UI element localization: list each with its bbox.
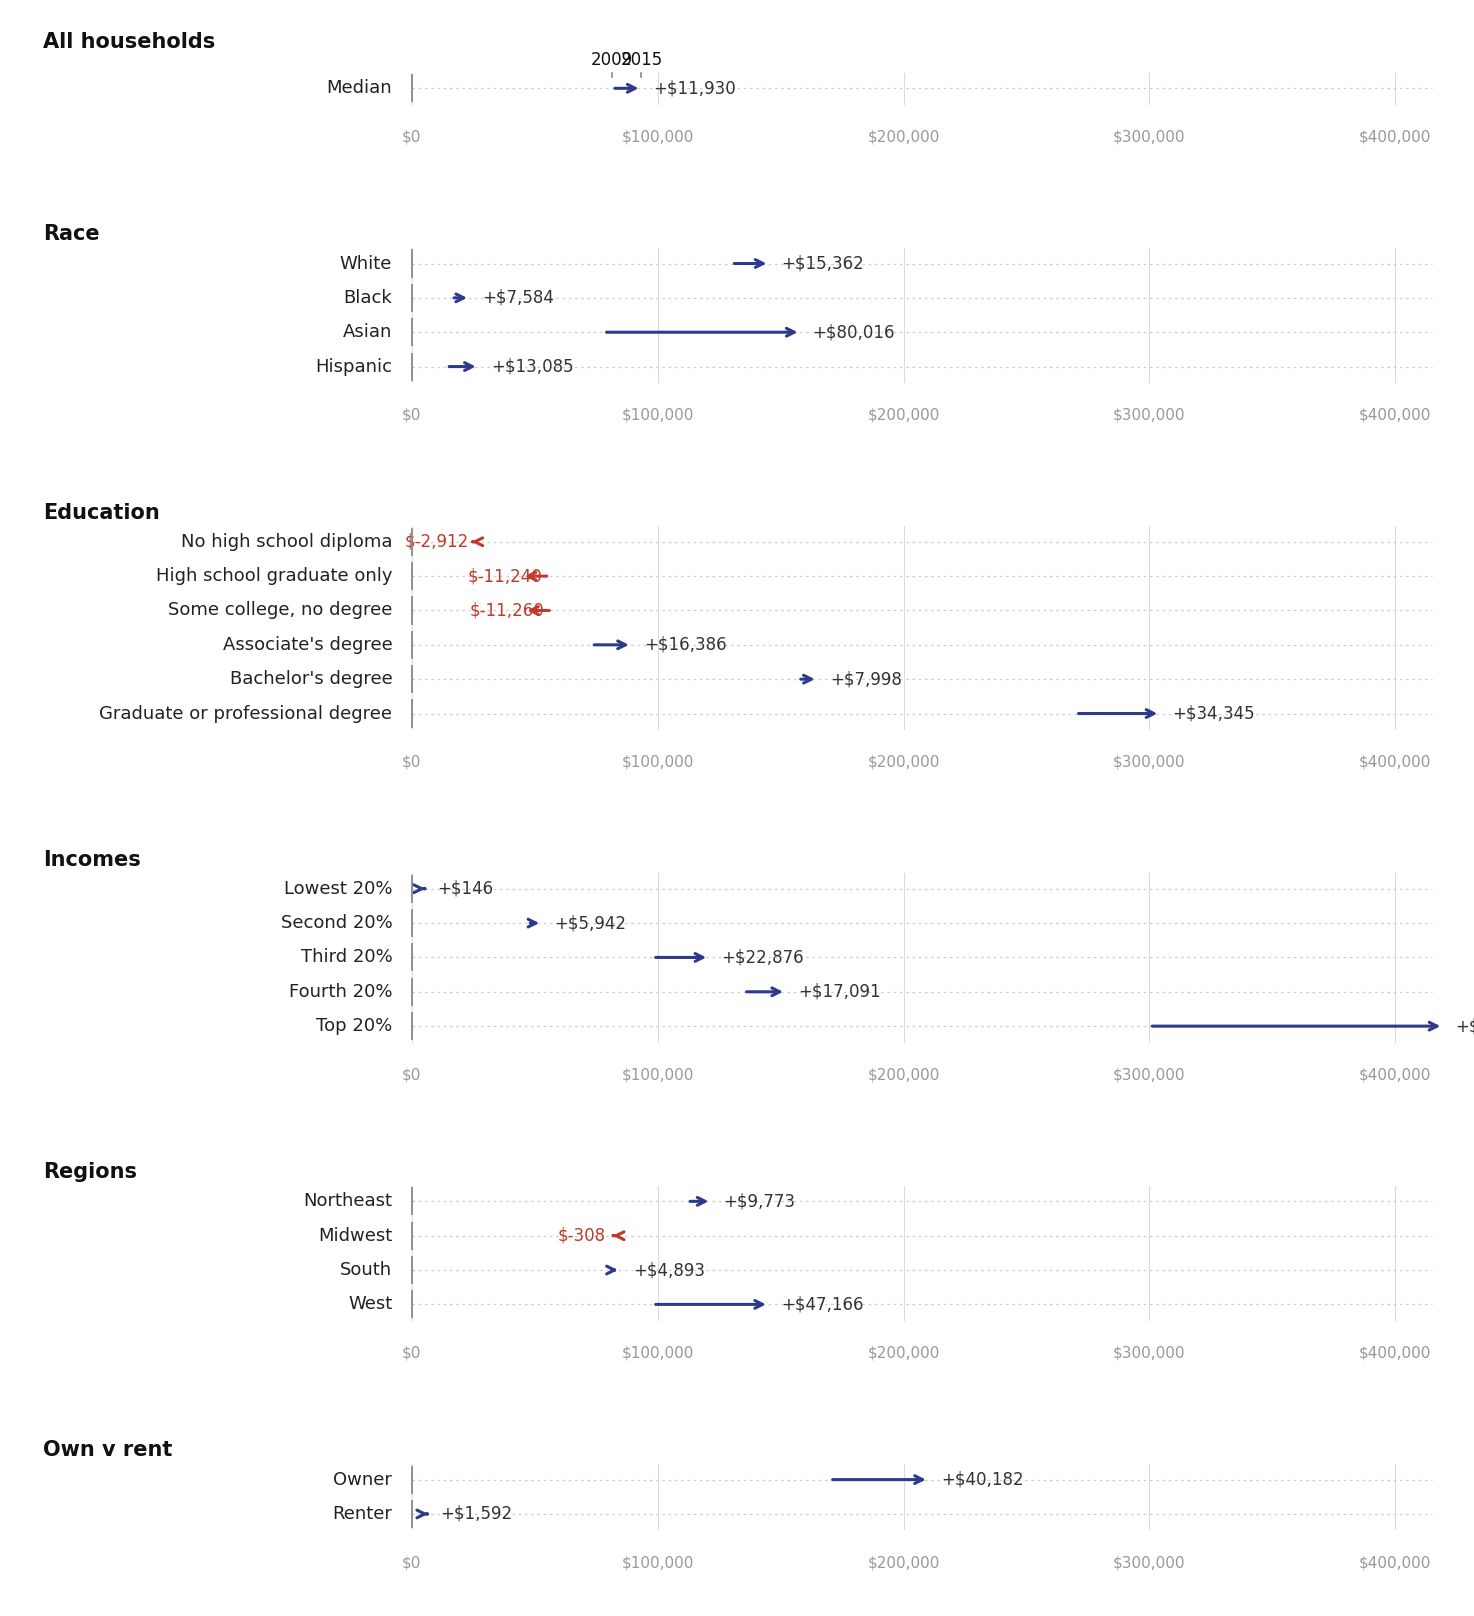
Text: $0: $0 (402, 1346, 422, 1361)
Text: $0: $0 (402, 1067, 422, 1083)
Text: Bachelor's degree: Bachelor's degree (230, 671, 392, 688)
Text: Graduate or professional degree: Graduate or professional degree (99, 705, 392, 722)
Text: $400,000: $400,000 (1359, 407, 1431, 423)
Text: $300,000: $300,000 (1113, 1346, 1185, 1361)
Text: West: West (348, 1296, 392, 1314)
Text: Regions: Regions (43, 1162, 137, 1183)
Text: $-11,240: $-11,240 (467, 567, 542, 585)
Text: $0: $0 (402, 755, 422, 769)
Text: $300,000: $300,000 (1113, 1067, 1185, 1083)
Text: South: South (340, 1260, 392, 1278)
Text: +$7,584: +$7,584 (482, 289, 554, 307)
Text: $100,000: $100,000 (622, 755, 694, 769)
Text: All households: All households (43, 32, 215, 52)
Text: +$9,773: +$9,773 (724, 1193, 796, 1210)
Text: $0: $0 (402, 1555, 422, 1571)
Text: +$13,085: +$13,085 (491, 357, 573, 375)
Text: Hispanic: Hispanic (315, 357, 392, 375)
Text: $400,000: $400,000 (1359, 755, 1431, 769)
Text: $100,000: $100,000 (622, 1067, 694, 1083)
Text: $100,000: $100,000 (622, 1346, 694, 1361)
Text: +$40,182: +$40,182 (940, 1471, 1023, 1488)
Text: +$4,893: +$4,893 (632, 1260, 705, 1278)
Text: Midwest: Midwest (318, 1227, 392, 1244)
Text: Second 20%: Second 20% (280, 915, 392, 932)
Text: Renter: Renter (332, 1504, 392, 1522)
Text: +$5,942: +$5,942 (554, 915, 626, 932)
Text: $400,000: $400,000 (1359, 129, 1431, 144)
Text: $200,000: $200,000 (867, 1067, 940, 1083)
Text: $400,000: $400,000 (1359, 1346, 1431, 1361)
Text: +$17,091: +$17,091 (797, 983, 881, 1000)
Text: Third 20%: Third 20% (301, 949, 392, 966)
Text: $200,000: $200,000 (867, 407, 940, 423)
Text: $200,000: $200,000 (867, 1555, 940, 1571)
Text: Northeast: Northeast (304, 1193, 392, 1210)
Text: Associate's degree: Associate's degree (223, 635, 392, 654)
Text: Fourth 20%: Fourth 20% (289, 983, 392, 1000)
Text: +$11,930: +$11,930 (653, 79, 737, 97)
Text: Median: Median (327, 79, 392, 97)
Text: $100,000: $100,000 (622, 1555, 694, 1571)
Text: +$119,457: +$119,457 (1455, 1016, 1474, 1036)
Text: $-11,260: $-11,260 (470, 601, 545, 619)
Text: $300,000: $300,000 (1113, 755, 1185, 769)
Text: Education: Education (43, 503, 159, 522)
Text: $100,000: $100,000 (622, 129, 694, 144)
Text: 2009: 2009 (591, 52, 634, 69)
Text: $300,000: $300,000 (1113, 1555, 1185, 1571)
Text: +$22,876: +$22,876 (721, 949, 803, 966)
Text: $200,000: $200,000 (867, 129, 940, 144)
Text: $-308: $-308 (559, 1227, 606, 1244)
Text: 2015: 2015 (621, 52, 662, 69)
Text: $0: $0 (402, 407, 422, 423)
Text: Own v rent: Own v rent (43, 1440, 172, 1461)
Text: Asian: Asian (343, 323, 392, 341)
Text: Lowest 20%: Lowest 20% (284, 879, 392, 898)
Text: $300,000: $300,000 (1113, 129, 1185, 144)
Text: No high school diploma: No high school diploma (181, 533, 392, 551)
Text: $0: $0 (402, 129, 422, 144)
Text: $300,000: $300,000 (1113, 407, 1185, 423)
Text: +$146: +$146 (438, 879, 494, 898)
Text: +$7,998: +$7,998 (830, 671, 902, 688)
Text: Owner: Owner (333, 1471, 392, 1488)
Text: $400,000: $400,000 (1359, 1067, 1431, 1083)
Text: +$34,345: +$34,345 (1172, 705, 1254, 722)
Text: Black: Black (343, 289, 392, 307)
Text: Incomes: Incomes (43, 850, 142, 869)
Text: High school graduate only: High school graduate only (156, 567, 392, 585)
Text: +$15,362: +$15,362 (781, 254, 864, 273)
Text: +$47,166: +$47,166 (781, 1296, 864, 1314)
Text: +$16,386: +$16,386 (644, 635, 727, 654)
Text: +$1,592: +$1,592 (441, 1504, 513, 1522)
Text: $200,000: $200,000 (867, 1346, 940, 1361)
Text: Race: Race (43, 225, 100, 244)
Text: Top 20%: Top 20% (315, 1016, 392, 1036)
Text: $200,000: $200,000 (867, 755, 940, 769)
Text: +$80,016: +$80,016 (812, 323, 895, 341)
Text: $-2,912: $-2,912 (404, 533, 469, 551)
Text: Some college, no degree: Some college, no degree (168, 601, 392, 619)
Text: $400,000: $400,000 (1359, 1555, 1431, 1571)
Text: White: White (340, 254, 392, 273)
Text: $100,000: $100,000 (622, 407, 694, 423)
